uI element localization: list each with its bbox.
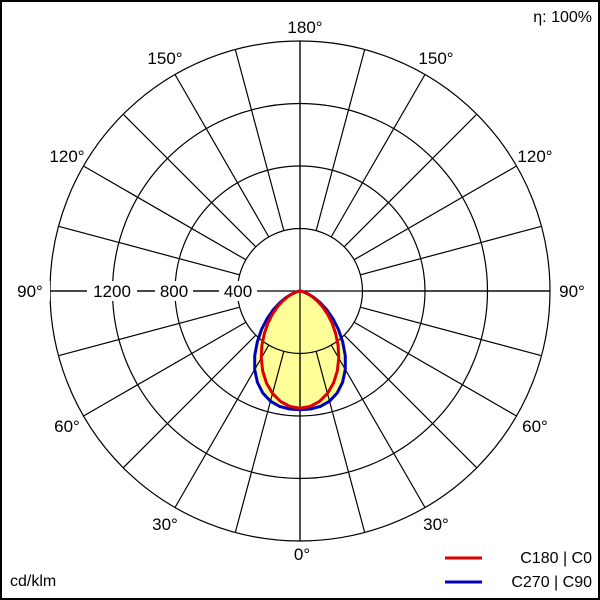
angle-label-150-left: 150° [147, 49, 182, 68]
grid-spoke-210 [174, 74, 270, 238]
grid-spoke-45 [343, 334, 478, 469]
grid-spoke-150 [330, 74, 426, 238]
angle-label-90-left: 90° [17, 282, 43, 301]
radial-tick-800: 800 [160, 282, 188, 301]
grid-spoke-60 [353, 321, 517, 417]
grid-spoke-135 [343, 113, 478, 248]
angle-label-120-left: 120° [49, 147, 84, 166]
angle-label-30-right: 30° [423, 515, 449, 534]
grid-spoke-255 [58, 225, 240, 276]
grid-spoke-105 [360, 225, 542, 276]
radial-tick-labels: 400 800 1200 [87, 281, 257, 301]
legend-label-c270-c90: C270 | C90 [511, 574, 592, 591]
grid-spoke-120 [353, 165, 517, 261]
grid-spoke-225 [122, 113, 257, 248]
angle-label-0: 0° [294, 545, 310, 564]
grid-spoke-75 [360, 306, 542, 357]
angle-label-180: 180° [287, 18, 322, 37]
polar-grid [49, 40, 551, 542]
angle-labels: 180° 150° 150° 120° 120° 90° 90° 60° 60°… [8, 16, 593, 567]
angle-label-150-right: 150° [418, 49, 453, 68]
grid-spoke-345 [234, 351, 285, 533]
grid-spoke-195 [234, 49, 285, 231]
angle-label-60-left: 60° [54, 417, 80, 436]
radial-tick-400: 400 [224, 282, 252, 301]
efficiency-label: η: 100% [533, 9, 592, 26]
grid-spoke-165 [315, 49, 366, 231]
grid-spoke-315 [122, 334, 257, 469]
grid-spoke-300 [83, 321, 247, 417]
series-curve-c180-c0 [259, 289, 341, 410]
curve-layer [253, 289, 347, 412]
grid-spoke-15 [315, 351, 366, 533]
radial-tick-1200: 1200 [93, 282, 131, 301]
grid-spoke-240 [83, 165, 247, 261]
angle-label-90-right: 90° [559, 282, 585, 301]
grid-spoke-30 [330, 344, 426, 508]
legend: C180 | C0 C270 | C90 [445, 550, 592, 591]
angle-label-120-right: 120° [517, 147, 552, 166]
grid-spoke-285 [58, 306, 240, 357]
grid-spoke-330 [174, 344, 270, 508]
legend-label-c180-c0: C180 | C0 [520, 550, 592, 567]
unit-label: cd/klm [10, 573, 56, 590]
angle-label-60-right: 60° [522, 417, 548, 436]
angle-label-30-left: 30° [152, 515, 178, 534]
